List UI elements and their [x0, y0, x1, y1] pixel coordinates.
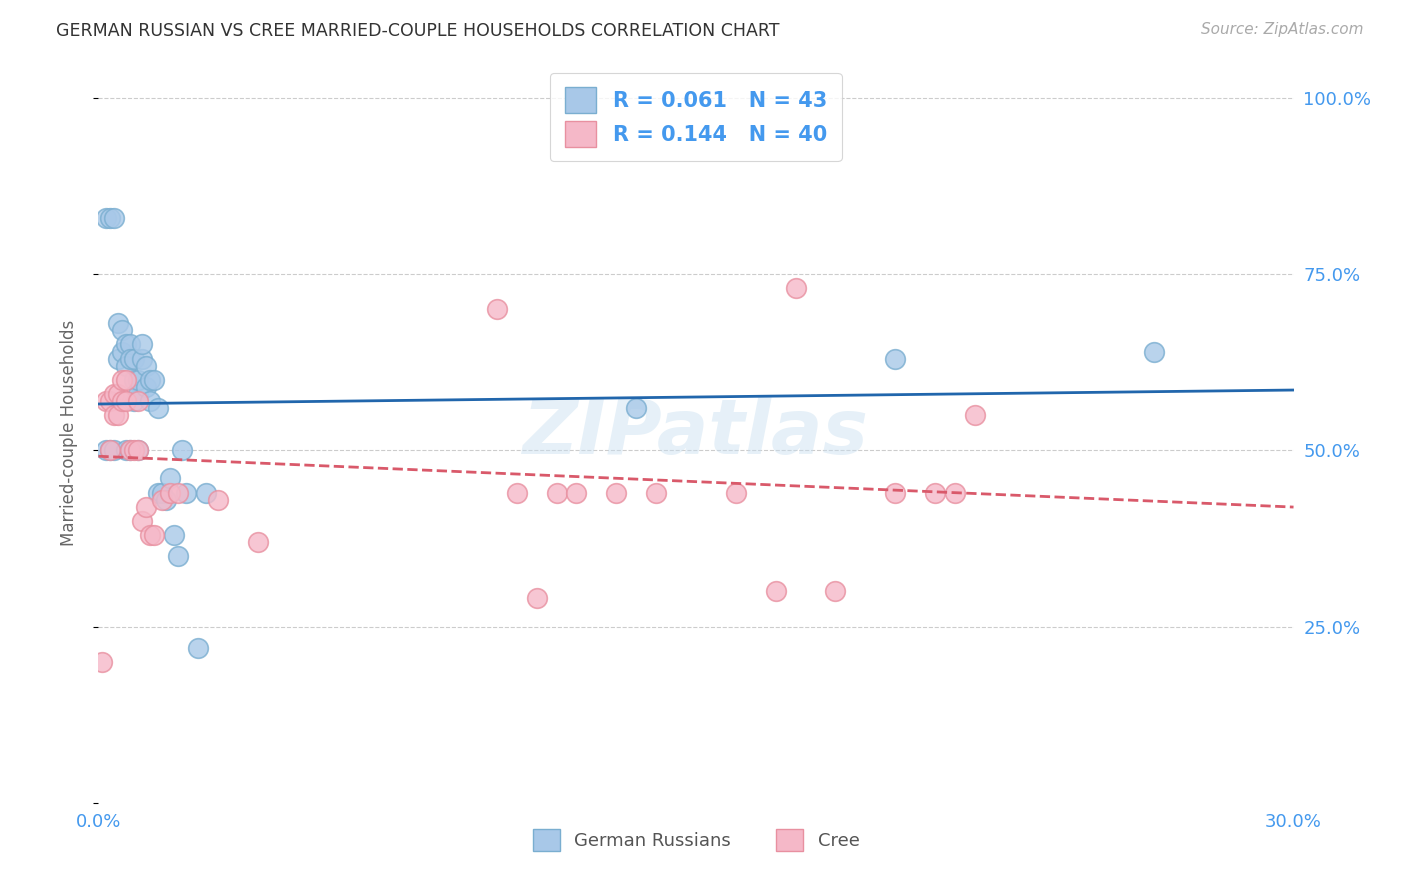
Point: [645, 485, 668, 500]
Point: [148, 401, 170, 415]
Point: [155, 492, 177, 507]
Point: [924, 485, 946, 500]
Point: [565, 485, 588, 500]
Point: [167, 485, 190, 500]
Point: [506, 485, 529, 500]
Point: [91, 655, 114, 669]
Point: [605, 485, 627, 500]
Point: [111, 323, 134, 337]
Point: [526, 591, 548, 606]
Point: [884, 351, 907, 366]
Point: [96, 393, 118, 408]
Point: [107, 408, 129, 422]
Point: [143, 373, 166, 387]
Point: [143, 528, 166, 542]
Point: [135, 500, 157, 514]
Point: [98, 443, 122, 458]
Point: [943, 485, 966, 500]
Point: [111, 344, 134, 359]
Point: [96, 211, 118, 225]
Point: [765, 584, 787, 599]
Point: [139, 528, 162, 542]
Point: [103, 387, 125, 401]
Point: [135, 380, 157, 394]
Point: [120, 337, 142, 351]
Point: [485, 302, 508, 317]
Point: [824, 584, 846, 599]
Point: [139, 373, 162, 387]
Text: GERMAN RUSSIAN VS CREE MARRIED-COUPLE HOUSEHOLDS CORRELATION CHART: GERMAN RUSSIAN VS CREE MARRIED-COUPLE HO…: [56, 22, 780, 40]
Point: [127, 443, 149, 458]
Point: [115, 373, 138, 387]
Point: [115, 443, 138, 458]
Point: [107, 316, 129, 330]
Point: [246, 535, 269, 549]
Point: [167, 549, 190, 563]
Point: [135, 359, 157, 373]
Point: [1143, 344, 1166, 359]
Y-axis label: Married-couple Households: Married-couple Households: [59, 319, 77, 546]
Point: [884, 485, 907, 500]
Point: [107, 351, 129, 366]
Point: [98, 211, 122, 225]
Point: [131, 337, 153, 351]
Point: [103, 408, 125, 422]
Point: [124, 393, 146, 408]
Point: [148, 485, 170, 500]
Point: [124, 443, 146, 458]
Point: [98, 393, 122, 408]
Point: [626, 401, 648, 415]
Point: [98, 443, 122, 458]
Point: [96, 443, 118, 458]
Point: [124, 351, 146, 366]
Point: [172, 443, 194, 458]
Legend: German Russians, Cree: German Russians, Cree: [523, 821, 869, 861]
Point: [115, 393, 138, 408]
Point: [131, 514, 153, 528]
Point: [195, 485, 218, 500]
Point: [111, 373, 134, 387]
Point: [724, 485, 747, 500]
Point: [159, 471, 181, 485]
Point: [785, 281, 807, 295]
Point: [963, 408, 986, 422]
Point: [127, 443, 149, 458]
Point: [115, 359, 138, 373]
Point: [111, 393, 134, 408]
Point: [207, 492, 229, 507]
Point: [150, 492, 173, 507]
Point: [115, 337, 138, 351]
Text: ZIPatlas: ZIPatlas: [523, 396, 869, 469]
Point: [124, 373, 146, 387]
Text: Source: ZipAtlas.com: Source: ZipAtlas.com: [1201, 22, 1364, 37]
Point: [150, 485, 173, 500]
Point: [107, 387, 129, 401]
Point: [187, 640, 209, 655]
Point: [103, 443, 125, 458]
Point: [131, 351, 153, 366]
Point: [127, 387, 149, 401]
Point: [139, 393, 162, 408]
Point: [120, 351, 142, 366]
Point: [127, 393, 149, 408]
Point: [163, 528, 186, 542]
Point: [174, 485, 197, 500]
Point: [103, 211, 125, 225]
Point: [546, 485, 568, 500]
Point: [159, 485, 181, 500]
Point: [120, 443, 142, 458]
Point: [127, 373, 149, 387]
Point: [120, 443, 142, 458]
